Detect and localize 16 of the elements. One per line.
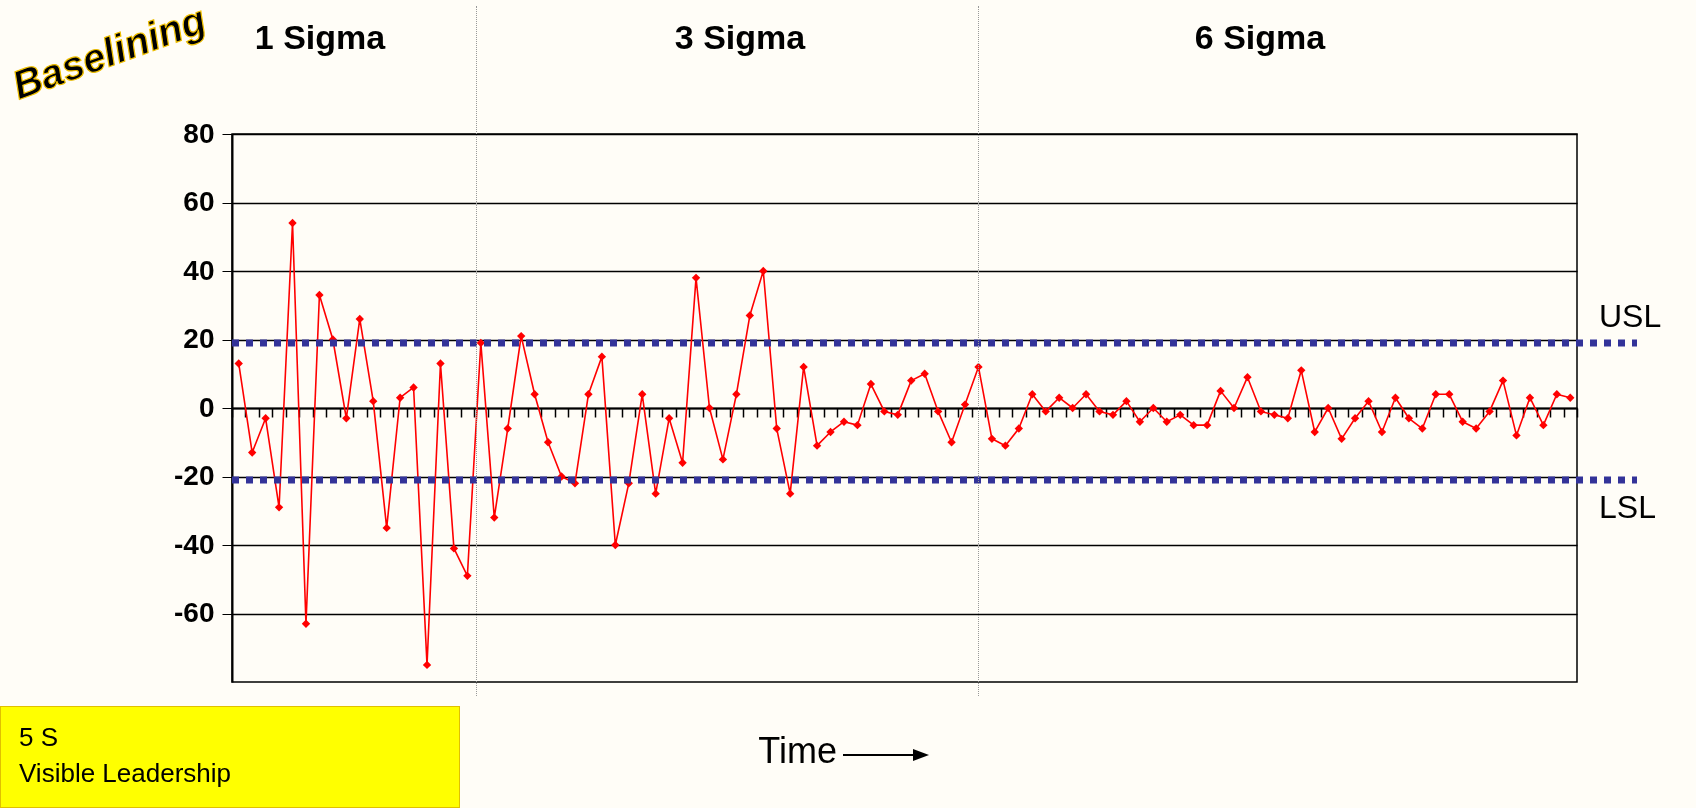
y-tick-label: -60: [174, 597, 215, 628]
y-tick-label: 60: [183, 186, 215, 217]
y-tick-label: -20: [174, 460, 215, 491]
x-axis-title: Time: [758, 730, 837, 771]
y-tick-label: 40: [183, 254, 215, 286]
text: 6 Sigma: [1194, 18, 1326, 57]
ref-line-label: USL: [1599, 297, 1662, 334]
text: 3 Sigma: [674, 18, 806, 57]
y-tick-label: 80: [183, 117, 215, 149]
text: 5 S: [19, 721, 60, 754]
y-tick-label: 20: [183, 323, 215, 354]
y-tick-label: -40: [174, 528, 215, 560]
text: Visible Leadership: [19, 757, 232, 790]
y-tick-label: 0: [198, 391, 215, 423]
text: 1 Sigma: [254, 18, 386, 57]
ref-line-label: LSL: [1599, 488, 1656, 525]
